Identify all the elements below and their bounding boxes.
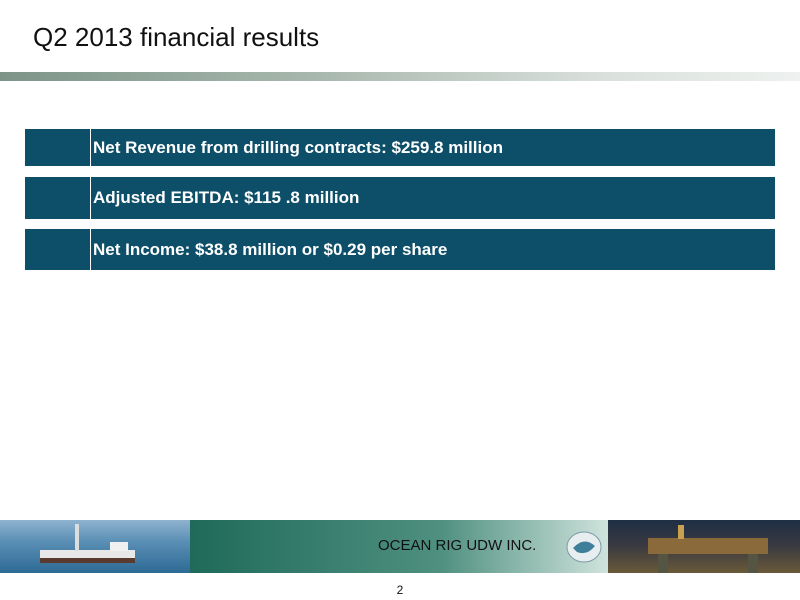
highlight-text: Net Income: $38.8 million or $0.29 per s…: [93, 239, 448, 259]
footer: OCEAN RIG UDW INC.: [0, 520, 800, 573]
company-logo: [566, 531, 602, 563]
highlight-text: Adjusted EBITDA: $115 .8 million: [93, 188, 360, 207]
highlight-row: Net Revenue from drilling contracts: $25…: [25, 129, 775, 166]
rig-image: [608, 520, 800, 573]
title-rule: [0, 72, 800, 81]
slide-title: Q2 2013 financial results: [33, 22, 320, 52]
footer-band: [190, 520, 608, 573]
page-number: 2: [396, 583, 404, 597]
highlight-row: Adjusted EBITDA: $115 .8 million: [25, 177, 775, 219]
ship-drawing: [40, 524, 135, 563]
company-name: OCEAN RIG UDW INC.: [378, 537, 537, 554]
ship-image: [0, 520, 190, 573]
highlight-text: Net Revenue from drilling contracts: $25…: [93, 137, 503, 157]
highlight-row: Net Income: $38.8 million or $0.29 per s…: [25, 229, 775, 270]
rig-drawing: [648, 525, 768, 573]
